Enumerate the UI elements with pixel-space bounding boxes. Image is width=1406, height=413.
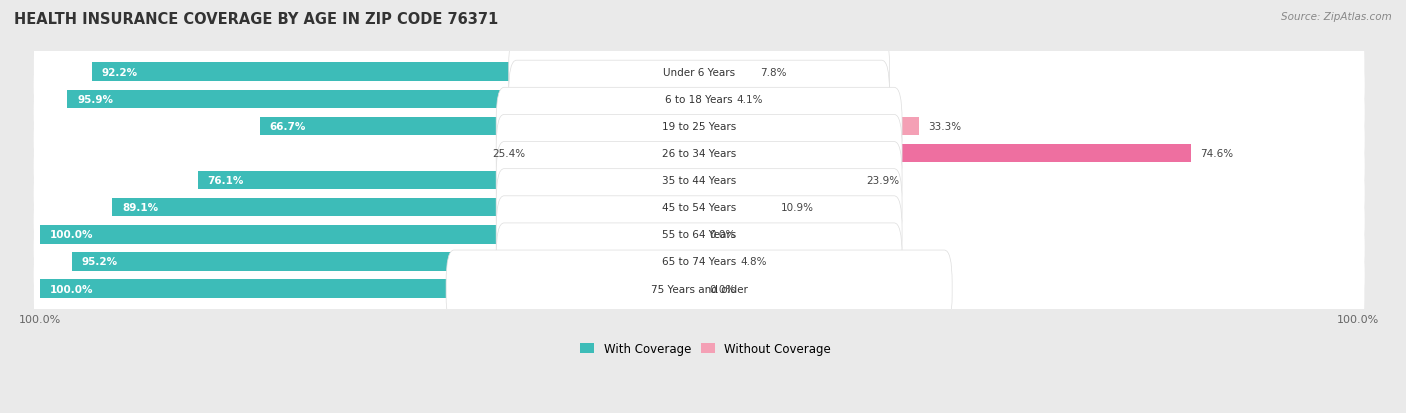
FancyBboxPatch shape [496, 169, 903, 246]
Text: 0.0%: 0.0% [709, 230, 735, 240]
FancyBboxPatch shape [34, 74, 1365, 180]
Text: 89.1%: 89.1% [122, 203, 157, 213]
Bar [41, 280, 699, 298]
FancyBboxPatch shape [509, 61, 890, 138]
Text: Under 6 Years: Under 6 Years [664, 67, 735, 77]
FancyBboxPatch shape [34, 47, 1365, 152]
FancyBboxPatch shape [34, 209, 1365, 316]
Text: 25.4%: 25.4% [492, 149, 526, 159]
Text: 35 to 44 Years: 35 to 44 Years [662, 176, 737, 186]
Bar [531, 145, 699, 163]
Bar [198, 171, 699, 190]
Text: 4.8%: 4.8% [741, 257, 768, 267]
FancyBboxPatch shape [496, 223, 903, 300]
FancyBboxPatch shape [34, 101, 1365, 207]
Bar [112, 199, 699, 217]
FancyBboxPatch shape [34, 20, 1365, 125]
Bar [699, 117, 918, 136]
Bar [699, 199, 770, 217]
Bar [260, 117, 699, 136]
FancyBboxPatch shape [496, 142, 903, 219]
FancyBboxPatch shape [34, 236, 1365, 342]
Text: HEALTH INSURANCE COVERAGE BY AGE IN ZIP CODE 76371: HEALTH INSURANCE COVERAGE BY AGE IN ZIP … [14, 12, 498, 27]
Text: 76.1%: 76.1% [208, 176, 243, 186]
FancyBboxPatch shape [34, 182, 1365, 287]
Text: 6 to 18 Years: 6 to 18 Years [665, 95, 733, 104]
Text: 75 Years and older: 75 Years and older [651, 284, 748, 294]
FancyBboxPatch shape [496, 115, 903, 192]
Text: 74.6%: 74.6% [1201, 149, 1233, 159]
Bar [41, 225, 699, 244]
Text: 95.9%: 95.9% [77, 95, 112, 104]
FancyBboxPatch shape [446, 250, 952, 328]
FancyBboxPatch shape [496, 88, 903, 165]
Bar [72, 253, 699, 271]
Bar [699, 63, 751, 82]
FancyBboxPatch shape [34, 182, 1365, 288]
Text: 7.8%: 7.8% [761, 67, 787, 77]
Bar [67, 90, 699, 109]
Bar [699, 171, 856, 190]
FancyBboxPatch shape [34, 209, 1365, 314]
FancyBboxPatch shape [34, 47, 1365, 153]
Bar [699, 145, 1191, 163]
Text: 100.0%: 100.0% [51, 284, 94, 294]
Text: 26 to 34 Years: 26 to 34 Years [662, 149, 737, 159]
FancyBboxPatch shape [34, 155, 1365, 260]
Text: 65 to 74 Years: 65 to 74 Years [662, 257, 737, 267]
FancyBboxPatch shape [34, 128, 1365, 233]
Text: 0.0%: 0.0% [709, 284, 735, 294]
Text: 4.1%: 4.1% [735, 95, 762, 104]
Text: 19 to 25 Years: 19 to 25 Years [662, 121, 737, 131]
Text: 45 to 54 Years: 45 to 54 Years [662, 203, 737, 213]
Text: 92.2%: 92.2% [101, 67, 138, 77]
FancyBboxPatch shape [34, 74, 1365, 179]
FancyBboxPatch shape [34, 155, 1365, 261]
FancyBboxPatch shape [496, 196, 903, 273]
FancyBboxPatch shape [34, 128, 1365, 234]
Text: 66.7%: 66.7% [270, 121, 307, 131]
Legend: With Coverage, Without Coverage: With Coverage, Without Coverage [575, 337, 835, 360]
Bar [699, 253, 731, 271]
FancyBboxPatch shape [34, 101, 1365, 206]
Bar [699, 90, 725, 109]
Text: 100.0%: 100.0% [51, 230, 94, 240]
Text: 23.9%: 23.9% [866, 176, 900, 186]
FancyBboxPatch shape [509, 34, 890, 111]
Bar [91, 63, 699, 82]
Text: Source: ZipAtlas.com: Source: ZipAtlas.com [1281, 12, 1392, 22]
Text: 95.2%: 95.2% [82, 257, 118, 267]
Text: 10.9%: 10.9% [780, 203, 814, 213]
FancyBboxPatch shape [34, 236, 1365, 342]
FancyBboxPatch shape [34, 20, 1365, 126]
Text: 55 to 64 Years: 55 to 64 Years [662, 230, 737, 240]
Text: 33.3%: 33.3% [928, 121, 962, 131]
